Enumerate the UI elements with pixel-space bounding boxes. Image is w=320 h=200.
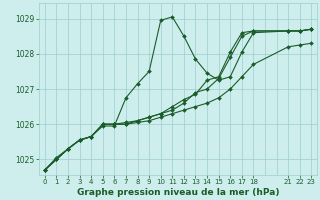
X-axis label: Graphe pression niveau de la mer (hPa): Graphe pression niveau de la mer (hPa) bbox=[77, 188, 279, 197]
